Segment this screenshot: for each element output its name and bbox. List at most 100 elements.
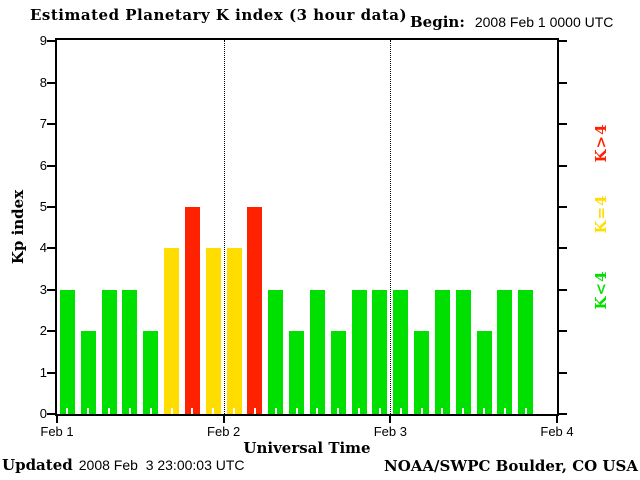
- right-tick-mark: [559, 164, 567, 167]
- kp-bar: [518, 289, 534, 414]
- begin-label: Begin:: [410, 13, 465, 31]
- kp-bar: [122, 289, 138, 414]
- bar-base-tick: [337, 408, 340, 414]
- plot-box: [55, 38, 559, 416]
- bar-base-tick: [441, 408, 444, 414]
- bar-base-tick: [128, 408, 131, 414]
- left-tick-mark: [47, 330, 55, 333]
- right-tick-mark: [559, 206, 567, 208]
- y-tick-label: 5: [39, 199, 47, 214]
- kp-bar: [393, 289, 409, 414]
- right-tick-mark: [559, 371, 567, 374]
- day-boundary-line: [223, 40, 225, 414]
- bar-base-tick: [420, 408, 423, 414]
- left-tick-mark: [47, 288, 55, 291]
- bar-base-tick: [378, 408, 381, 414]
- kp-bar: [497, 289, 513, 414]
- bar-base-tick: [170, 408, 173, 414]
- bottom-tick-mark: [56, 416, 58, 423]
- bottom-tick-mark: [556, 416, 558, 423]
- bar-base-tick: [358, 408, 361, 414]
- y-tick-label: 7: [39, 116, 47, 132]
- bar-base-tick: [399, 408, 402, 414]
- kp-bar: [289, 331, 305, 414]
- bar-base-tick: [87, 408, 90, 414]
- kp-bar: [80, 331, 96, 414]
- begin-row: Begin: 2008 Feb 1 0000 UTC: [410, 13, 613, 31]
- y-axis-label: Kp index: [9, 189, 27, 265]
- kp-bar: [309, 289, 325, 414]
- y-tick-label: 2: [39, 323, 47, 339]
- bottom-tick-mark: [389, 416, 392, 423]
- day-boundary-line: [390, 40, 392, 414]
- right-tick-mark: [559, 413, 567, 415]
- y-tick-label: 0: [39, 406, 47, 421]
- kp-bar: [184, 207, 200, 414]
- right-tick-mark: [559, 81, 567, 84]
- left-tick-mark: [47, 371, 55, 374]
- left-tick-mark: [47, 206, 55, 208]
- bar-base-tick: [524, 408, 527, 414]
- right-tick-mark: [559, 288, 567, 291]
- kp-bar: [59, 289, 75, 414]
- kp-bar: [143, 331, 159, 414]
- legend-k-lt-4: K<4: [592, 270, 610, 310]
- left-tick-mark: [47, 164, 55, 167]
- y-tick-label: 8: [39, 74, 47, 90]
- bar-base-tick: [149, 408, 152, 414]
- y-tick-label: 6: [39, 157, 47, 173]
- x-tick-label: Feb 4: [540, 424, 574, 439]
- kp-bar: [205, 248, 221, 414]
- y-tick-label: 9: [39, 33, 47, 49]
- kp-bar: [372, 289, 388, 414]
- kp-bar: [247, 207, 263, 414]
- x-tick-label: Feb 3: [373, 424, 407, 439]
- y-tick-label: 3: [39, 281, 47, 297]
- plot-inner: [57, 40, 557, 414]
- right-tick-mark: [559, 40, 567, 43]
- bar-base-tick: [108, 408, 111, 414]
- kp-bar: [164, 248, 180, 414]
- left-tick-mark: [47, 247, 55, 250]
- updated-label: Updated: [2, 456, 73, 474]
- bar-base-tick: [212, 408, 215, 414]
- footer-updated: Updated 2008 Feb 3 23:00:03 UTC: [2, 456, 245, 474]
- footer-source: NOAA/SWPC Boulder, CO USA: [383, 457, 638, 475]
- left-tick-mark: [47, 413, 55, 415]
- bar-base-tick: [483, 408, 486, 414]
- right-tick-mark: [559, 247, 567, 250]
- kp-bar: [268, 289, 284, 414]
- bar-base-tick: [503, 408, 506, 414]
- bar-base-tick: [66, 408, 69, 414]
- left-tick-mark: [47, 40, 55, 43]
- y-tick-label: 1: [39, 364, 47, 380]
- left-tick-mark: [47, 81, 55, 84]
- kp-bar: [455, 289, 471, 414]
- legend-k-eq-4: K=4: [592, 194, 610, 234]
- begin-value: 2008 Feb 1 0000 UTC: [474, 14, 614, 30]
- bar-base-tick: [462, 408, 465, 414]
- kp-bar: [330, 331, 346, 414]
- x-tick-label: Feb 2: [207, 424, 241, 439]
- chart-title: Estimated Planetary K index (3 hour data…: [30, 6, 408, 24]
- kp-bar: [434, 289, 450, 414]
- bar-base-tick: [316, 408, 319, 414]
- right-tick-mark: [559, 330, 567, 333]
- x-tick-label: Feb 1: [40, 424, 74, 439]
- bar-base-tick: [191, 408, 194, 414]
- bar-base-tick: [295, 408, 298, 414]
- kp-bar: [476, 331, 492, 414]
- kp-bar: [414, 331, 430, 414]
- bar-base-tick: [274, 408, 277, 414]
- updated-value: 2008 Feb 3 23:00:03 UTC: [78, 457, 245, 473]
- kp-bar: [226, 248, 242, 414]
- bar-base-tick: [253, 408, 256, 414]
- right-tick-mark: [559, 123, 567, 126]
- y-tick-label: 4: [39, 240, 47, 256]
- x-axis-label: Universal Time: [243, 439, 371, 457]
- legend-k-gt-4: K>4: [592, 123, 610, 163]
- bar-base-tick: [233, 408, 236, 414]
- left-tick-mark: [47, 123, 55, 126]
- kp-bar: [101, 289, 117, 414]
